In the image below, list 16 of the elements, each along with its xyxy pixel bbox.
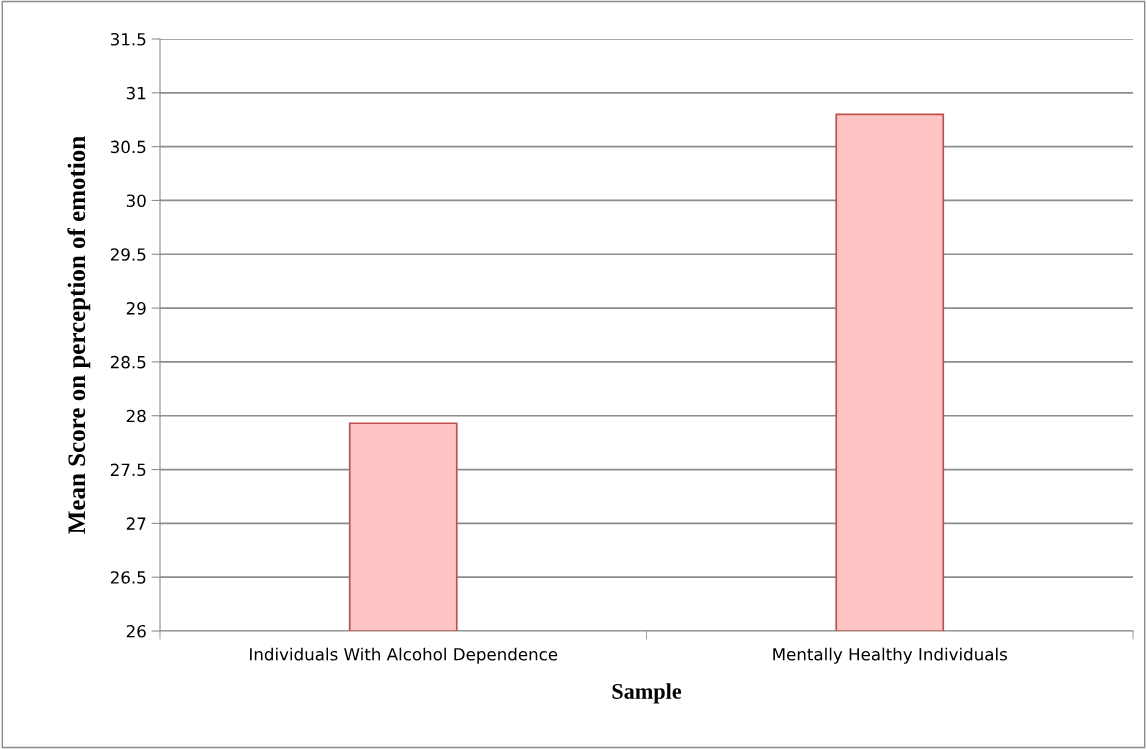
x-tick-label: Mentally Healthy Individuals	[773, 647, 1007, 664]
y-tick-label: 27.5	[110, 463, 146, 477]
y-tick-label: 31.5	[110, 32, 146, 46]
y-tick-label: 28.5	[110, 355, 146, 369]
x-axis-title: Sample	[612, 683, 682, 704]
y-tick-label: 30	[126, 194, 146, 208]
y-axis-title: Mean Score on perception of emotion	[67, 136, 91, 534]
y-tick-label: 29.5	[110, 248, 146, 261]
y-tick-label: 29	[126, 302, 146, 315]
y-tick-label: 26.5	[110, 571, 146, 584]
y-tick-label: 28	[126, 409, 146, 423]
y-tick-label: 27	[126, 517, 146, 530]
x-tick-label: Individuals With Alcohol Dependence	[250, 647, 558, 664]
y-tick-label: 26	[126, 624, 146, 638]
y-tick-label: 30.5	[110, 140, 146, 154]
y-tick-label: 31	[126, 86, 146, 100]
